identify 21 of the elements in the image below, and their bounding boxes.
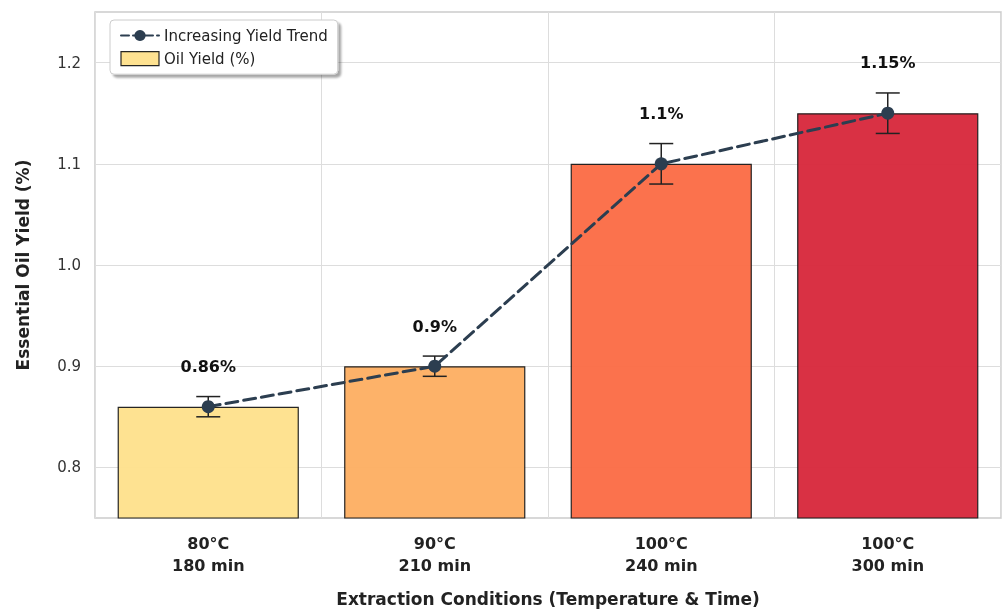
x-tick-label: 90°C 210 min bbox=[398, 533, 472, 575]
y-axis-title: Essential Oil Yield (%) bbox=[12, 159, 33, 371]
y-tick-label: 0.8 bbox=[57, 458, 81, 477]
data-label: 1.1% bbox=[639, 104, 684, 124]
data-label: 0.86% bbox=[180, 357, 237, 377]
y-tick-label: 1.1 bbox=[57, 154, 81, 173]
point bbox=[881, 106, 895, 120]
y-tick-label: 0.9 bbox=[57, 357, 81, 376]
data-label: 1.15% bbox=[859, 53, 916, 73]
y-tick-label: 1.2 bbox=[57, 53, 81, 72]
legend-label: Oil Yield (%) bbox=[164, 49, 256, 68]
legend-label: Increasing Yield Trend bbox=[164, 26, 328, 45]
data-label: 0.9% bbox=[412, 316, 457, 336]
y-tick-label: 1.0 bbox=[57, 256, 81, 274]
point bbox=[428, 359, 442, 373]
point bbox=[201, 400, 215, 414]
x-tick-label: 100°C 300 min bbox=[851, 533, 925, 575]
point bbox=[654, 157, 668, 171]
x-axis-title: Extraction Conditions (Temperature & Time) bbox=[336, 588, 760, 609]
x-tick-label: 100°C 240 min bbox=[624, 533, 698, 575]
x-tick-label: 80°C 180 min bbox=[171, 533, 245, 575]
